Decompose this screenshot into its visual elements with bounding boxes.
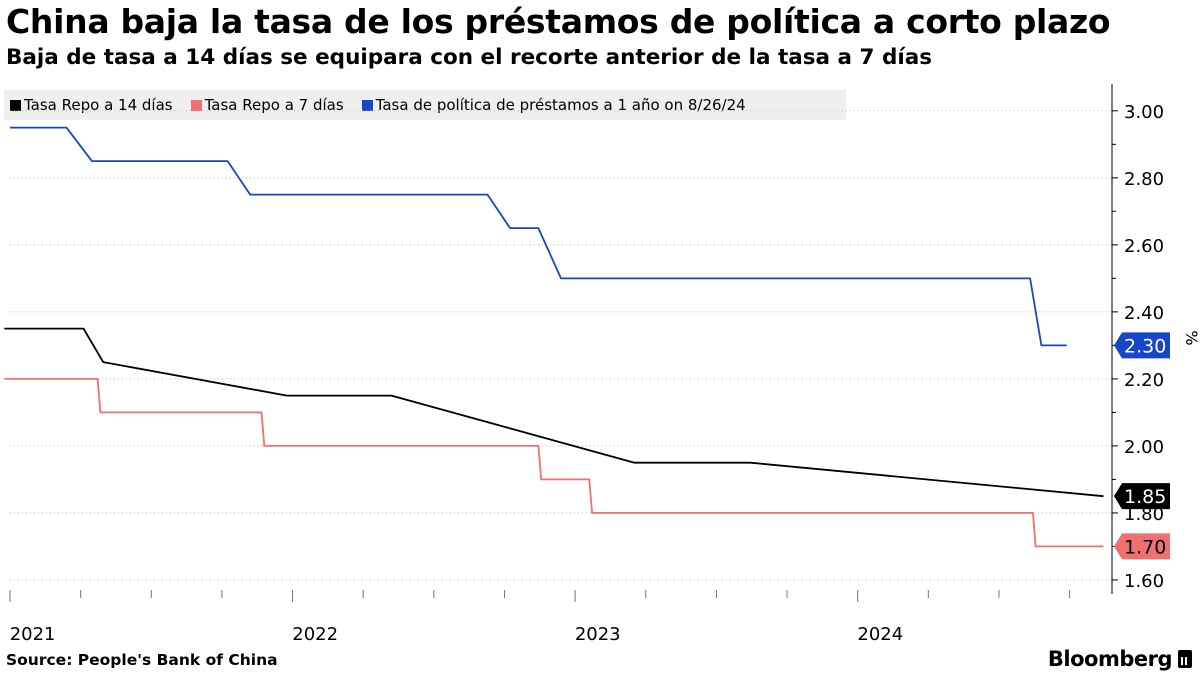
y-tick-label: 2.60	[1124, 236, 1164, 257]
legend-item-mlf-1y: Tasa de política de préstamos a 1 año on…	[361, 96, 746, 114]
series-line-0	[4, 327, 1104, 498]
legend-label-mlf-1y: Tasa de política de préstamos a 1 año on…	[375, 96, 746, 114]
bloomberg-logo: Bloomberg	[1048, 647, 1192, 671]
legend-item-repo-14d: Tasa Repo a 14 días	[10, 96, 173, 114]
last-value-label-0: 1.85	[1124, 486, 1166, 508]
legend-swatch-repo-7d	[190, 99, 202, 111]
series-line-2	[10, 126, 1067, 347]
last-value-badge-1	[1114, 533, 1170, 560]
bloomberg-terminal-icon	[1178, 650, 1192, 668]
legend-label-repo-7d: Tasa Repo a 7 días	[204, 96, 344, 114]
y-axis-label: %	[1182, 330, 1200, 345]
last-value-label-1: 1.70	[1124, 536, 1166, 558]
y-tick-label: 2.20	[1124, 370, 1164, 391]
last-value-badge-2	[1114, 332, 1170, 359]
y-tick-label: 2.00	[1124, 437, 1164, 458]
last-value-badge-0	[1114, 483, 1170, 510]
y-tick-label: 2.80	[1124, 169, 1164, 190]
x-tick-label: 2024	[857, 624, 903, 645]
brand-text: Bloomberg	[1047, 647, 1173, 671]
y-tick-label: 1.80	[1124, 504, 1164, 525]
legend-swatch-repo-14d	[10, 99, 21, 111]
legend-item-repo-7d: Tasa Repo a 7 días	[190, 96, 344, 114]
y-tick-label: 3.00	[1124, 102, 1164, 123]
series-line-1	[4, 378, 1104, 548]
chart-title: China baja la tasa de los préstamos de p…	[6, 2, 1111, 41]
x-tick-label: 2021	[10, 624, 56, 645]
y-tick-label: 1.60	[1124, 571, 1164, 592]
legend: Tasa Repo a 14 días Tasa Repo a 7 días T…	[4, 90, 846, 120]
x-tick-label: 2023	[575, 624, 621, 645]
last-value-label-2: 2.30	[1124, 335, 1166, 357]
x-tick-label: 2022	[292, 624, 338, 645]
legend-swatch-mlf-1y	[361, 99, 373, 111]
legend-label-repo-14d: Tasa Repo a 14 días	[24, 96, 173, 114]
source-note: Source: People's Bank of China	[6, 651, 278, 669]
chart-subtitle: Baja de tasa a 14 días se equipara con e…	[6, 45, 933, 70]
y-tick-label: 2.40	[1124, 303, 1164, 324]
